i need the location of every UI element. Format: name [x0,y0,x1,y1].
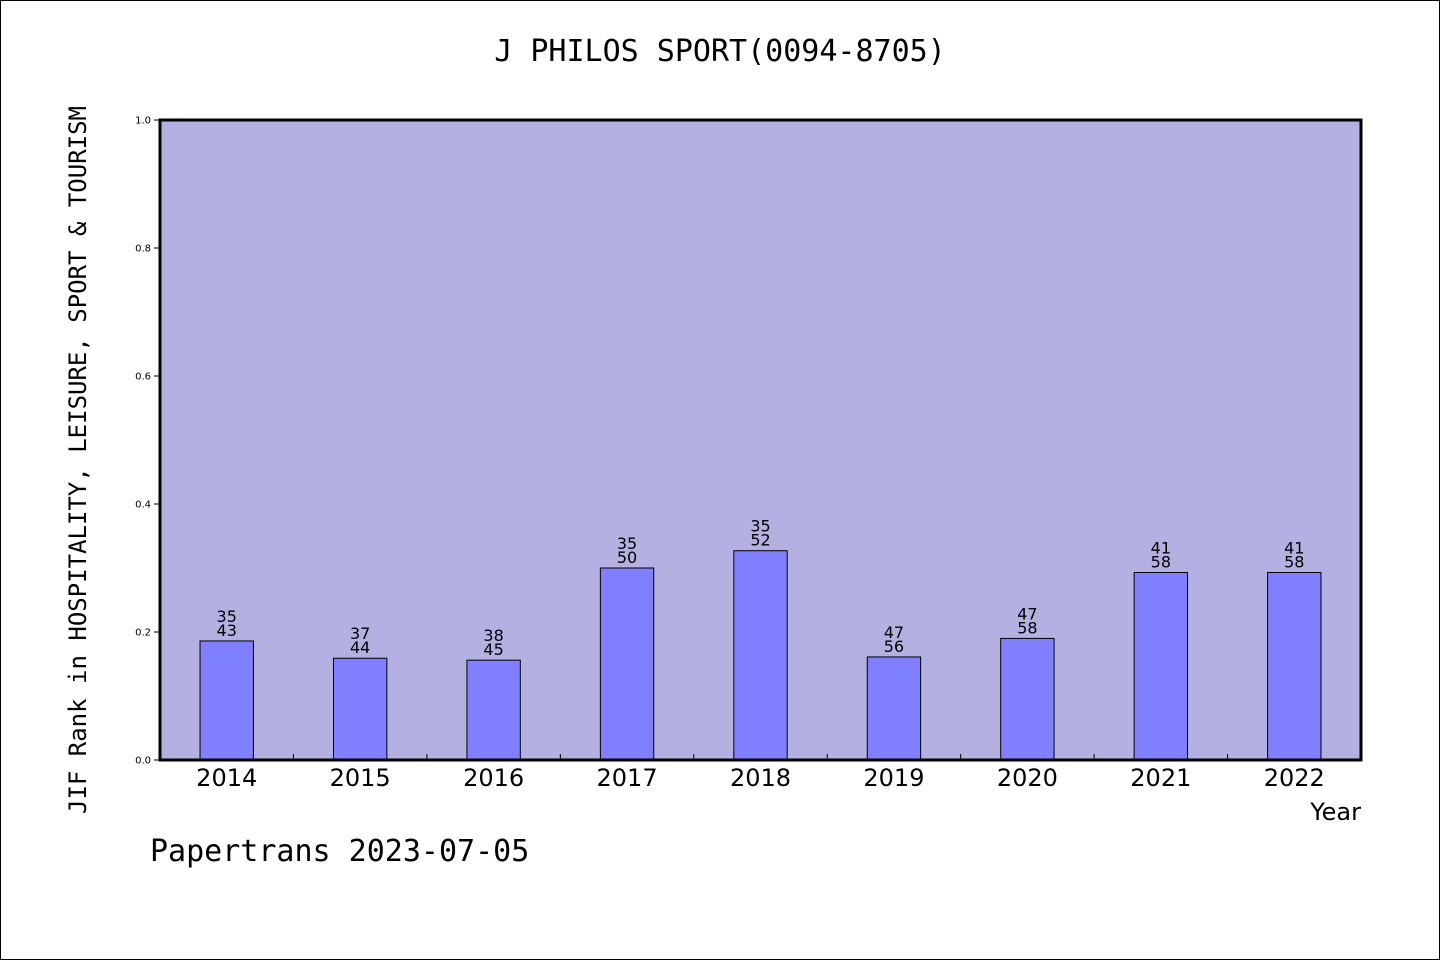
chart-title: J PHILOS SPORT(0094-8705) [494,34,946,69]
x-tick-label: 2018 [730,764,791,792]
bar-label-top: 41 [1151,538,1171,557]
bar-label-top: 47 [1017,604,1037,623]
bar-label-bottom: 45 [483,640,503,659]
bar-label-bottom: 58 [1017,618,1037,637]
y-tick-label: 0.4 [135,500,151,511]
bar-label-bottom: 43 [217,621,237,640]
bar-label-top: 38 [483,626,503,645]
x-tick-label: 2020 [997,764,1058,792]
bar-2016 [466,659,521,761]
bar-2015 [332,657,388,761]
x-tick-label: 2019 [863,764,924,792]
y-tick-label: 1.0 [135,116,151,127]
bar-2017 [599,567,655,761]
bar-label-top: 41 [1284,538,1304,557]
x-tick-label: 2014 [196,764,257,792]
bar-2018 [733,550,788,761]
bar-2020 [1000,637,1055,761]
x-axis-label: Year [1309,798,1361,826]
bar-label-bottom: 56 [884,637,904,656]
footer-credit: Papertrans 2023-07-05 [150,834,530,869]
x-tick-label: 2017 [597,764,658,792]
bar-label-bottom: 50 [617,548,637,567]
bar-label-bottom: 58 [1284,552,1304,571]
bar-label-top: 37 [350,624,370,643]
y-tick-label: 0.0 [135,756,151,767]
bar-label-bottom: 44 [350,638,370,657]
bar-2021 [1133,571,1189,761]
bar-2022 [1267,571,1322,761]
y-tick-label: 0.2 [135,628,151,639]
bar-label-top: 35 [617,534,637,553]
bar-label-bottom: 52 [750,531,770,550]
bar-label-top: 35 [217,607,237,626]
bar-2019 [866,656,922,761]
bar-label-bottom: 58 [1151,552,1171,571]
x-tick-label: 2015 [330,764,391,792]
y-tick-label: 0.8 [135,244,151,255]
bar-label-top: 47 [884,623,904,642]
y-tick-label: 0.6 [135,372,151,383]
bar-2014 [199,640,254,761]
x-axis: 2014 2015 2016 2017 2018 2019 2020 2021 2022 [196,754,1325,792]
bar-label-top: 35 [750,517,770,536]
y-axis: 0.0 0.2 0.4 0.6 0.8 1.0 [135,116,160,767]
x-tick-label: 2021 [1130,764,1191,792]
x-tick-label: 2022 [1264,764,1325,792]
plot-border [158,118,1363,762]
x-tick-label: 2016 [463,764,524,792]
